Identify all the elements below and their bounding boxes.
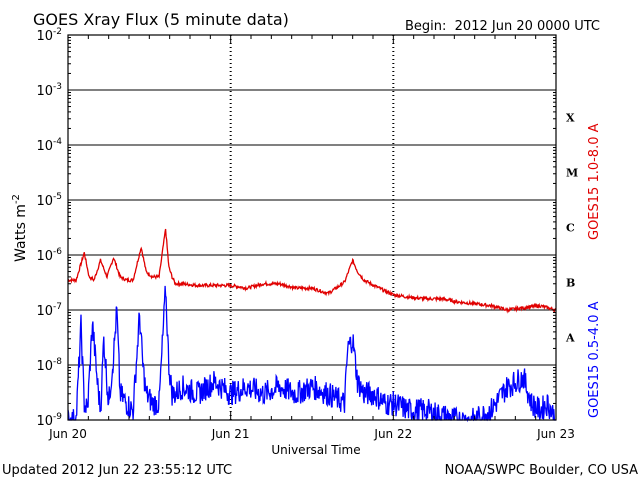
y-tick-label: 10-4: [36, 137, 62, 154]
y-axis-label-sup: -2: [11, 194, 22, 204]
source-text: NOAA/SWPC Boulder, CO USA: [445, 463, 638, 478]
plot-frame: [67, 34, 557, 421]
x-tick-label: Jun 22: [373, 427, 412, 441]
y-axis-label: Watts m-2: [11, 194, 29, 262]
legend-series-long: GOES15 1.0-8.0 A: [587, 123, 602, 240]
updated-text: Updated 2012 Jun 22 23:55:12 UTC: [2, 463, 232, 478]
flare-class-label: C: [566, 222, 575, 235]
x-tick-label: Jun 23: [536, 427, 575, 441]
y-tick-label: 10-6: [36, 247, 62, 264]
legend-series-short: GOES15 0.5-4.0 A: [587, 301, 602, 418]
flare-class-label: B: [566, 277, 575, 290]
series-line-long: [67, 228, 557, 314]
x-tick-label: Jun 20: [48, 427, 87, 441]
x-tick-label: Jun 21: [211, 427, 250, 441]
y-tick-label: 10-2: [36, 27, 62, 44]
svg-text:Watts m-2: Watts m-2: [11, 194, 29, 262]
y-tick-label: 10-5: [36, 192, 62, 209]
flare-class-label: A: [565, 332, 575, 345]
flare-class-label: M: [566, 167, 578, 180]
x-axis-label: Universal Time: [271, 443, 360, 457]
chart-title: GOES Xray Flux (5 minute data): [33, 10, 289, 29]
y-tick-label: 10-8: [36, 357, 62, 374]
y-axis-label-main: Watts m: [13, 204, 29, 262]
y-tick-label: 10-9: [36, 412, 62, 429]
y-tick-label: 10-7: [36, 302, 62, 319]
grid-lines: [68, 34, 556, 420]
begin-label: Begin: 2012 Jun 20 0000 UTC: [405, 19, 600, 34]
series-line-short: [67, 285, 556, 423]
y-tick-label: 10-3: [36, 82, 62, 99]
flare-class-label: X: [566, 112, 575, 125]
